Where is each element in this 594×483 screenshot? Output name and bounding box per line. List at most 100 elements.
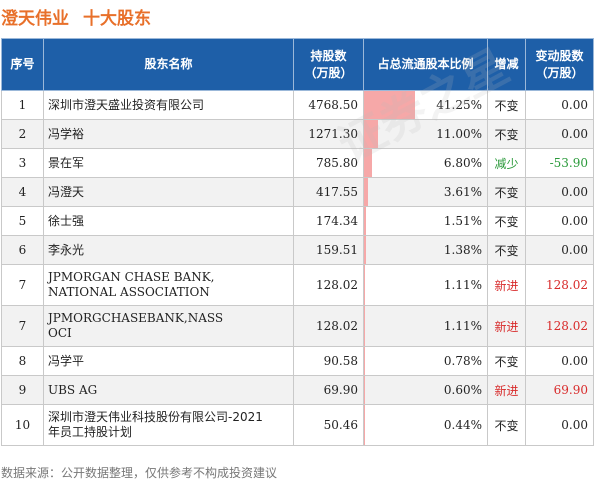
shareholder-name-line: 深圳市澄天盛业投资有限公司 <box>48 97 205 112</box>
shareholder-name-line: UBS AG <box>48 382 98 397</box>
float-ratio: 3.61% <box>363 177 488 207</box>
row-index: 10 <box>1 404 44 446</box>
float-ratio: 6.80% <box>363 148 488 178</box>
ratio-bar <box>364 265 366 305</box>
shareholder-name-line: JPMORGAN CHASE BANK, <box>48 270 215 284</box>
table-row: 4 冯澄天 417.55 3.61% 不变 0.00 <box>1 177 594 207</box>
table-row: 5 徐士强 174.34 1.51% 不变 0.00 <box>1 206 594 236</box>
shares-held: 4768.50 <box>293 90 364 120</box>
change-status: 不变 <box>487 346 526 376</box>
title-subject: 十大股东 <box>83 9 151 29</box>
shareholder-name: 景在军 <box>43 148 294 178</box>
shareholder-name-line: 深圳市澄天伟业科技股份有限公司-2021 <box>48 410 263 424</box>
change-status: 不变 <box>487 90 526 120</box>
change-shares: 69.90 <box>525 375 594 405</box>
shares-held: 417.55 <box>293 177 364 207</box>
ratio-value: 1.51% <box>443 214 482 228</box>
shares-held: 785.80 <box>293 148 364 178</box>
shares-held: 90.58 <box>293 346 364 376</box>
header-delta-line2: （万股） <box>535 65 584 80</box>
change-status: 新进 <box>487 375 526 405</box>
shareholder-name-line: 景在军 <box>48 155 85 170</box>
ratio-value: 3.61% <box>443 185 482 199</box>
shareholder-name-line: 年员工持股计划 <box>48 425 133 439</box>
row-index: 5 <box>1 206 44 236</box>
shareholder-name: JPMORGAN CHASE BANK, NATIONAL ASSOCIATION <box>43 264 294 306</box>
float-ratio: 1.51% <box>363 206 488 236</box>
change-status: 减少 <box>487 148 526 178</box>
shareholder-name: 冯学平 <box>43 346 294 376</box>
ratio-bar <box>364 236 366 264</box>
table-row: 10 深圳市澄天伟业科技股份有限公司-2021 年员工持股计划 50.46 0.44% 不… <box>1 404 594 446</box>
shareholder-name-line: 冯澄天 <box>48 184 85 199</box>
table-row: 6 李永光 159.51 1.38% 不变 0.00 <box>1 235 594 265</box>
change-shares: 0.00 <box>525 177 594 207</box>
float-ratio: 0.78% <box>363 346 488 376</box>
shares-held: 128.02 <box>293 264 364 306</box>
row-index: 4 <box>1 177 44 207</box>
header-index: 序号 <box>1 38 44 91</box>
table-row: 9 UBS AG 69.90 0.60% 新进 69.90 <box>1 375 594 405</box>
shareholder-name-line: 徐士强 <box>48 213 85 228</box>
shareholder-name: UBS AG <box>43 375 294 405</box>
ratio-bar <box>364 178 369 206</box>
ratio-value: 1.11% <box>443 278 482 292</box>
ratio-value: 0.44% <box>443 418 482 432</box>
change-shares: 128.02 <box>525 264 594 306</box>
ratio-value: 6.80% <box>443 156 482 170</box>
row-index: 7 <box>1 305 44 347</box>
page-title: 澄天伟业 十大股东 <box>1 4 151 29</box>
row-index: 9 <box>1 375 44 405</box>
shareholder-name: 冯学裕 <box>43 119 294 149</box>
change-status: 新进 <box>487 264 526 306</box>
shareholder-name: 李永光 <box>43 235 294 265</box>
row-index: 6 <box>1 235 44 265</box>
change-shares: 0.00 <box>525 119 594 149</box>
ratio-value: 1.38% <box>443 243 482 257</box>
data-source-note: 数据来源：公开数据整理，仅供参考不构成投资建议 <box>1 466 278 480</box>
ratio-bar <box>364 376 365 404</box>
shares-held: 1271.30 <box>293 119 364 149</box>
change-shares: 0.00 <box>525 90 594 120</box>
change-shares: 128.02 <box>525 305 594 347</box>
header-shares-line1: 持股数 <box>310 48 347 63</box>
table-row: 2 冯学裕 1271.30 11.00% 不变 0.00 <box>1 119 594 149</box>
header-shares-line2: （万股） <box>304 65 353 80</box>
ratio-value: 11.00% <box>436 127 482 141</box>
shares-held: 174.34 <box>293 206 364 236</box>
header-name: 股东名称 <box>43 38 294 91</box>
header-delta: 变动股数 （万股） <box>525 38 594 91</box>
table-row: 8 冯学平 90.58 0.78% 不变 0.00 <box>1 346 594 376</box>
change-status: 新进 <box>487 305 526 347</box>
ratio-bar <box>364 91 415 119</box>
change-shares: -53.90 <box>525 148 594 178</box>
shareholder-name: 深圳市澄天盛业投资有限公司 <box>43 90 294 120</box>
ratio-bar <box>364 207 366 235</box>
ratio-bar <box>364 120 378 148</box>
float-ratio: 1.11% <box>363 264 488 306</box>
shares-held: 128.02 <box>293 305 364 347</box>
table-body: 1 深圳市澄天盛业投资有限公司 4768.50 41.25% 不变 0.00 2 冯学裕 127… <box>1 90 594 446</box>
shareholder-name-line: JPMORGCHASEBANK,NASS <box>48 311 224 325</box>
change-status: 不变 <box>487 404 526 446</box>
float-ratio: 1.11% <box>363 305 488 347</box>
header-shares: 持股数 （万股） <box>293 38 364 91</box>
table-row: 1 深圳市澄天盛业投资有限公司 4768.50 41.25% 不变 0.00 <box>1 90 594 120</box>
ratio-bar <box>364 306 366 346</box>
float-ratio: 1.38% <box>363 235 488 265</box>
title-bar: 澄天伟业 十大股东 <box>0 0 594 36</box>
table-row: 3 景在军 785.80 6.80% 减少 -53.90 <box>1 148 594 178</box>
shareholder-name: 冯澄天 <box>43 177 294 207</box>
table-header-row: 序号 股东名称 持股数 （万股） 占总流通股本比例 增减 变动股数 （万股） <box>1 38 594 91</box>
shareholder-name: 深圳市澄天伟业科技股份有限公司-2021 年员工持股计划 <box>43 404 294 446</box>
ratio-value: 41.25% <box>436 98 482 112</box>
shares-held: 159.51 <box>293 235 364 265</box>
row-index: 2 <box>1 119 44 149</box>
change-status: 不变 <box>487 206 526 236</box>
row-index: 7 <box>1 264 44 306</box>
ratio-bar <box>364 347 365 375</box>
change-shares: 0.00 <box>525 346 594 376</box>
change-status: 不变 <box>487 119 526 149</box>
float-ratio: 0.60% <box>363 375 488 405</box>
table-row: 7 JPMORGCHASEBANK,NASS OCI 128.02 1.11% 新进 128… <box>1 305 594 347</box>
